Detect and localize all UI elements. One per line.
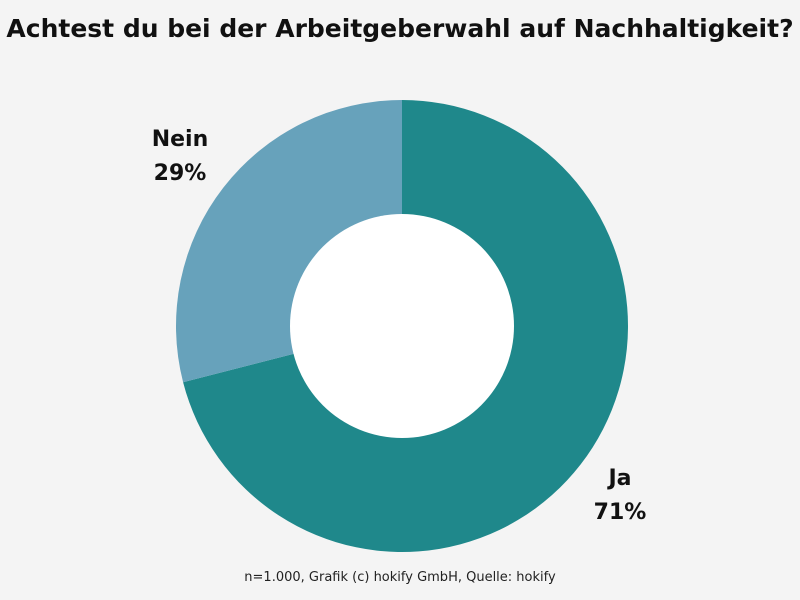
slice-label-nein: Nein 29% — [135, 123, 225, 191]
donut-hole — [290, 214, 514, 438]
slice-label-ja: Ja 71% — [575, 462, 665, 530]
slice-value-nein: 29% — [153, 161, 207, 186]
source-footnote: n=1.000, Grafik (c) hokify GmbH, Quelle:… — [244, 570, 556, 585]
slice-category-ja: Ja — [608, 466, 632, 491]
chart-title: Achtest du bei der Arbeitgeberwahl auf N… — [6, 14, 794, 43]
slice-value-ja: 71% — [593, 500, 647, 525]
slice-category-nein: Nein — [151, 127, 209, 152]
